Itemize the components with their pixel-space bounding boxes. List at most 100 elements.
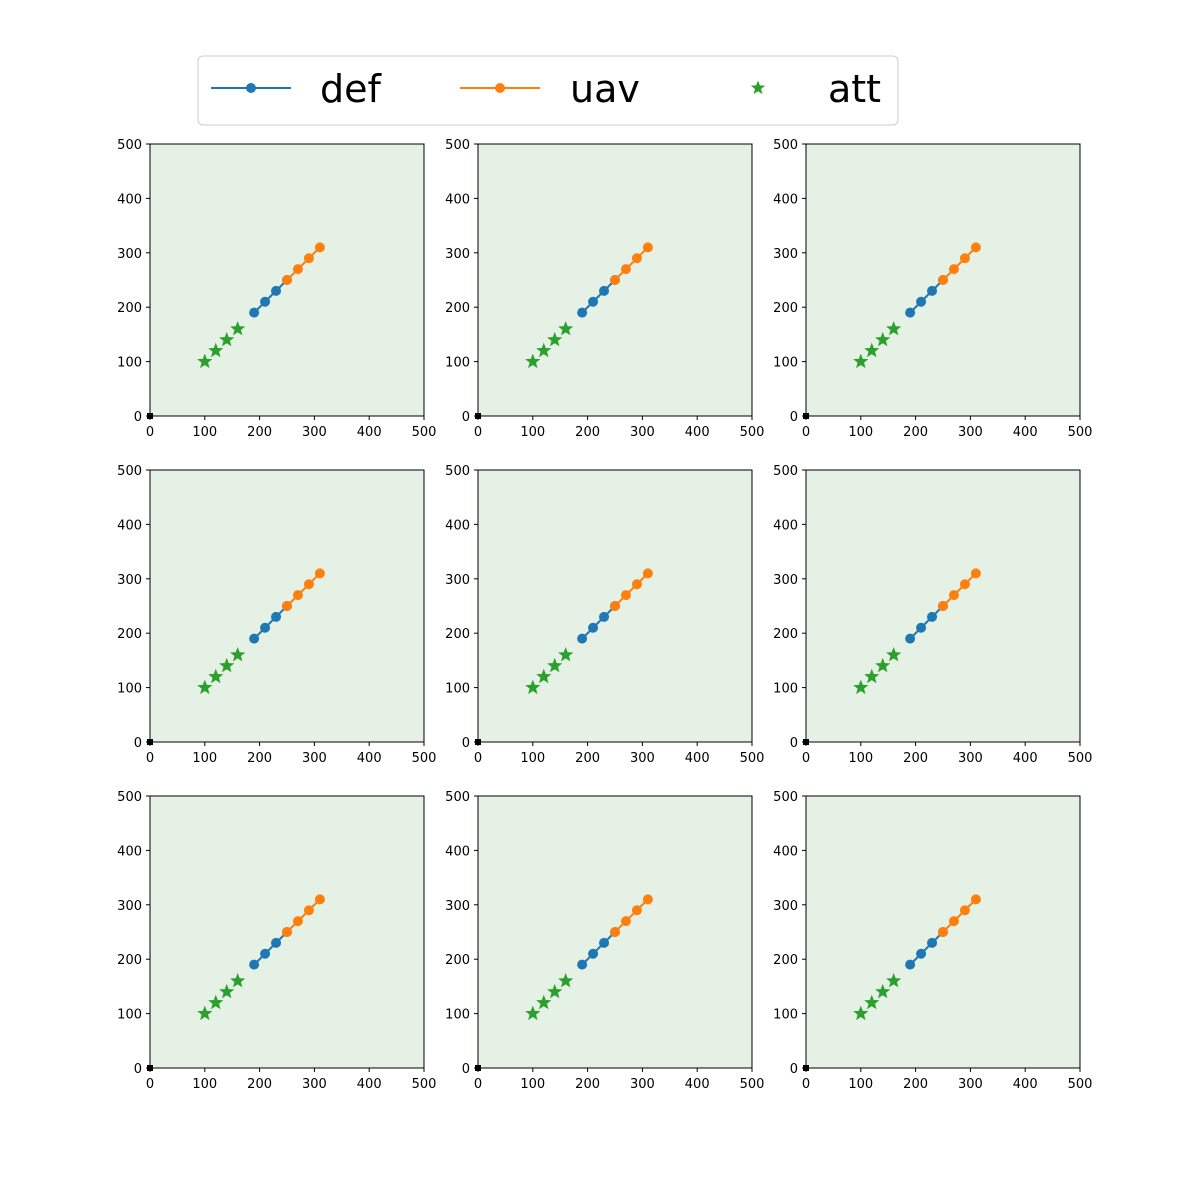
point-def-1 (249, 959, 260, 970)
point-att-4 (886, 320, 902, 336)
point-uav-1 (938, 927, 948, 937)
x-tick-label: 500 (412, 751, 437, 766)
series-line-def (909, 279, 944, 314)
point-def-1 (905, 307, 916, 318)
point-att-2 (208, 994, 224, 1010)
x-tick-label: 100 (192, 751, 217, 766)
series-line-uav (614, 898, 649, 933)
x-tick-label: 100 (520, 751, 545, 766)
y-tick-label: 300 (773, 247, 798, 262)
point-def-1 (249, 307, 260, 318)
point-def-1 (577, 959, 588, 970)
point-att-2 (536, 994, 552, 1010)
point-att-1 (197, 1005, 213, 1021)
legend-marker-att (750, 80, 766, 95)
point-def-2 (916, 296, 927, 307)
subplot-7: 0 100 200 300 400 500 0 100 200 300 400 500 (117, 790, 436, 1092)
point-uav-2 (948, 916, 959, 927)
x-tick-label: 100 (520, 425, 545, 440)
y-tick-label: 300 (117, 247, 142, 262)
point-def-2 (916, 622, 927, 633)
y-tick-label: 200 (773, 301, 798, 316)
y-tick-label: 0 (134, 1062, 142, 1077)
legend-frame (197, 55, 899, 126)
x-tick-label: 0 (802, 425, 810, 440)
y-tick-label: 500 (117, 790, 142, 805)
x-tick-label: 400 (685, 1077, 710, 1092)
point-att-4 (886, 646, 902, 662)
point-uav-4 (314, 894, 325, 905)
x-tick-label: 200 (575, 425, 600, 440)
legend-entry-uav: uav (460, 67, 640, 111)
point-att-3 (875, 983, 891, 999)
subplot-9: 0 100 200 300 400 500 0 100 200 300 400 500 (773, 790, 1092, 1092)
legend-entry-def: def (211, 67, 383, 111)
series-line-def (909, 605, 944, 640)
x-tick-label: 400 (1013, 1077, 1038, 1092)
point-def-2 (260, 948, 271, 959)
legend-entry-att: att (750, 67, 881, 111)
y-tick-label: 500 (773, 464, 798, 479)
x-tick-label: 500 (412, 425, 437, 440)
point-att-3 (547, 331, 563, 347)
point-uav-2 (292, 590, 303, 601)
point-uav-4 (970, 894, 981, 905)
point-att-1 (197, 679, 213, 695)
subplot-2: 0 100 200 300 400 500 0 100 200 300 400 500 (445, 138, 764, 440)
series-line-uav (942, 572, 977, 607)
y-tick-label: 500 (117, 138, 142, 153)
series-line-def (581, 279, 616, 314)
point-uav-3 (303, 905, 314, 916)
point-def-2 (260, 296, 271, 307)
x-tick-label: 400 (685, 425, 710, 440)
point-att-3 (547, 983, 563, 999)
x-tick-label: 0 (146, 751, 154, 766)
subplot-6: 0 100 200 300 400 500 0 100 200 300 400 500 (773, 464, 1092, 766)
series-line-uav (286, 898, 321, 933)
point-att-1 (853, 353, 869, 369)
x-tick-label: 400 (685, 751, 710, 766)
series-line-def (581, 931, 616, 966)
axes-frame (149, 795, 425, 1069)
point-def-3 (927, 937, 938, 948)
series-line-uav (942, 246, 977, 281)
point-def-2 (588, 296, 599, 307)
series-line-uav (614, 246, 649, 281)
point-uav-3 (959, 905, 970, 916)
point-def-2 (588, 622, 599, 633)
y-tick-label: 400 (773, 844, 798, 859)
y-tick-label: 200 (773, 627, 798, 642)
point-def-1 (577, 633, 588, 644)
y-tick-label: 500 (773, 790, 798, 805)
y-tick-label: 100 (445, 356, 470, 371)
x-tick-label: 0 (802, 751, 810, 766)
point-att-4 (558, 972, 574, 988)
y-tick-label: 400 (773, 192, 798, 207)
x-tick-label: 100 (192, 1077, 217, 1092)
y-tick-label: 300 (445, 247, 470, 262)
point-uav-1 (610, 275, 620, 285)
series-line-def (253, 279, 288, 314)
point-uav-3 (303, 579, 314, 590)
y-tick-label: 400 (117, 518, 142, 533)
y-tick-label: 100 (117, 1008, 142, 1023)
point-att-1 (853, 1005, 869, 1021)
x-tick-label: 200 (575, 1077, 600, 1092)
point-att-3 (219, 983, 235, 999)
point-att-2 (208, 668, 224, 684)
y-tick-label: 200 (445, 627, 470, 642)
y-tick-label: 500 (445, 464, 470, 479)
x-tick-label: 300 (302, 751, 327, 766)
y-tick-label: 0 (462, 410, 470, 425)
point-def-1 (577, 307, 588, 318)
point-uav-2 (948, 264, 959, 275)
point-att-4 (230, 972, 246, 988)
y-tick-label: 200 (117, 953, 142, 968)
y-tick-label: 0 (134, 410, 142, 425)
point-uav-4 (314, 242, 325, 253)
point-att-1 (525, 679, 541, 695)
x-tick-label: 300 (302, 425, 327, 440)
y-tick-label: 100 (773, 682, 798, 697)
legend-label-uav: uav (570, 67, 640, 111)
